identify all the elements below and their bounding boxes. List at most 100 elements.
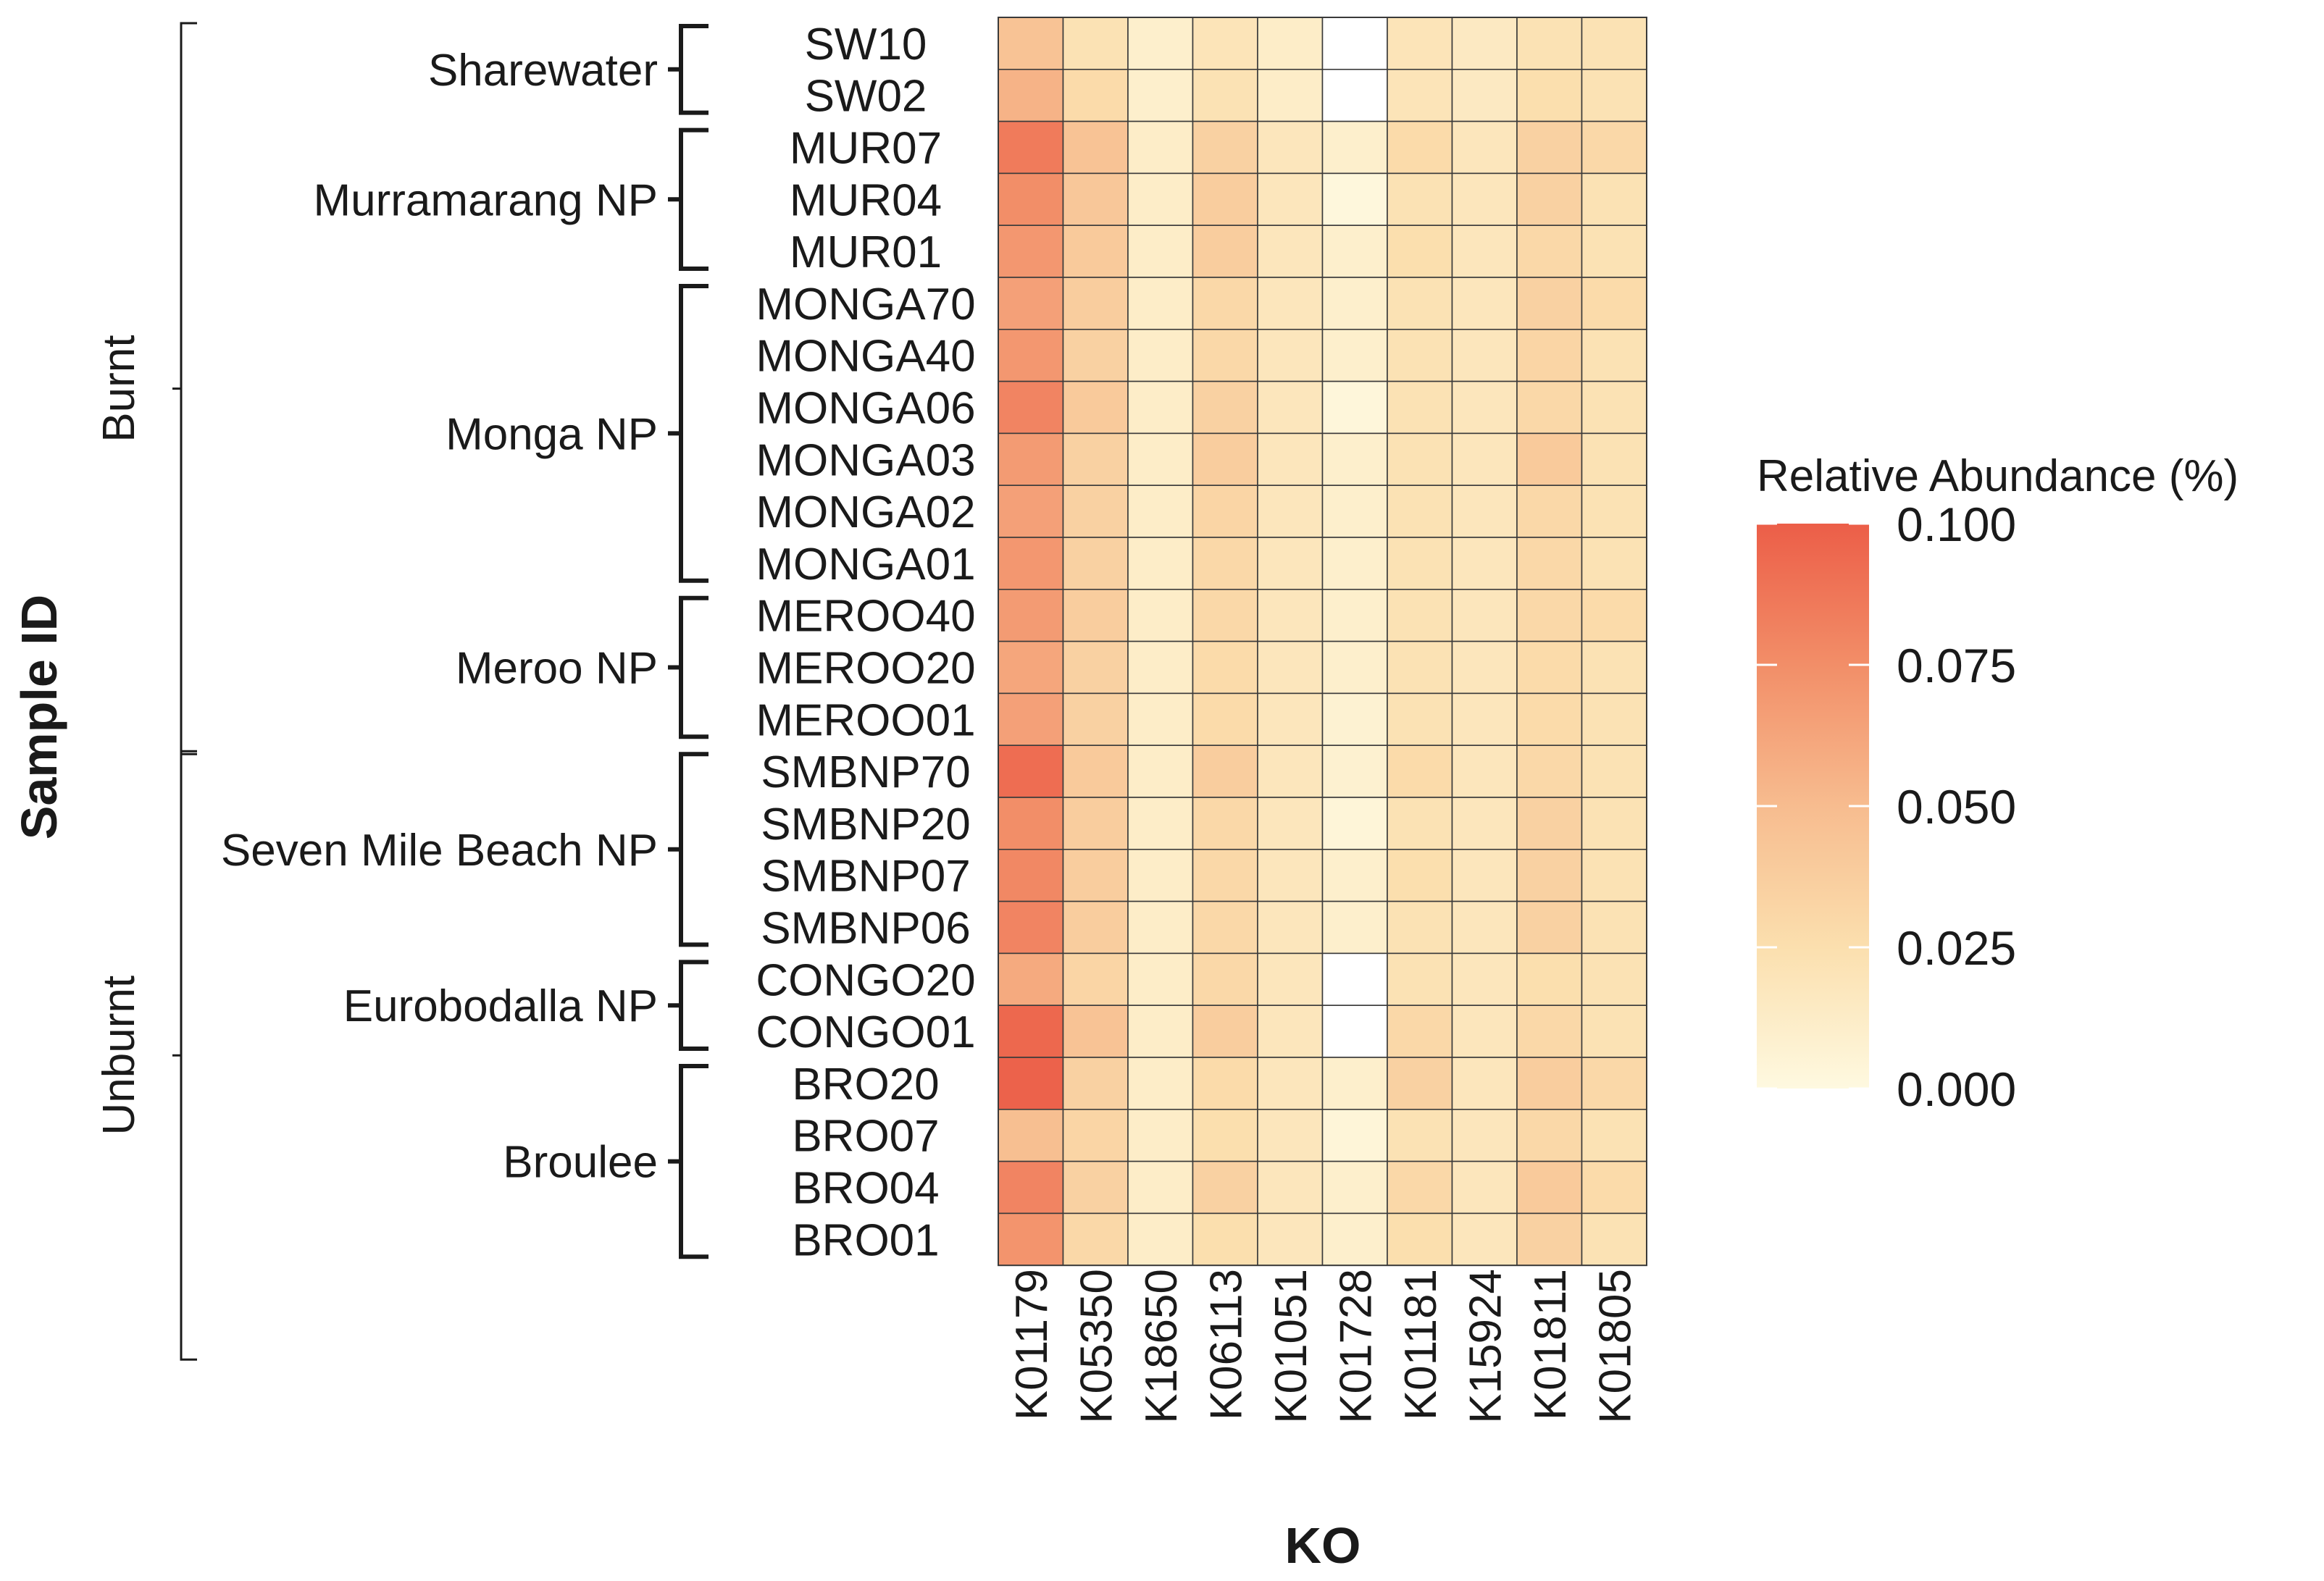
heatmap-cell — [1062, 225, 1129, 278]
heatmap-cell — [1192, 952, 1258, 1007]
heatmap-cell — [1062, 172, 1129, 226]
row-label: SMBNP70 — [761, 747, 970, 797]
heatmap-cell — [1387, 1057, 1453, 1110]
heatmap-cell — [1062, 328, 1129, 382]
row-label: SW10 — [805, 20, 927, 70]
heatmap-cell — [1192, 380, 1258, 435]
heatmap-cell — [1387, 277, 1453, 330]
heatmap-cell — [1321, 172, 1388, 226]
heatmap-cell — [1516, 380, 1583, 435]
heatmap-cell — [1451, 588, 1518, 642]
row-label: BRO07 — [792, 1112, 939, 1162]
heatmap-cell — [1257, 328, 1324, 382]
heatmap-cell — [1257, 1057, 1324, 1110]
heatmap-cell — [1192, 1109, 1258, 1162]
heatmap-cell — [1127, 1057, 1194, 1110]
heatmap-cell — [1581, 1160, 1647, 1215]
heatmap-cell — [1516, 69, 1583, 122]
heatmap-cell — [1516, 432, 1583, 487]
heatmap-cell — [1581, 797, 1647, 850]
heatmap-cell — [998, 952, 1064, 1007]
heatmap-cell — [1581, 588, 1647, 642]
heatmap-cell — [998, 900, 1064, 955]
legend-tick-label: 0.050 — [1897, 780, 2016, 834]
heatmap-cell — [1321, 745, 1388, 798]
heatmap-cell — [1387, 537, 1453, 590]
heatmap-cell — [1127, 380, 1194, 435]
heatmap-cell — [1581, 952, 1647, 1007]
heatmap-cell — [1451, 69, 1518, 122]
heatmap-cell — [1257, 432, 1324, 487]
heatmap-cell — [1257, 745, 1324, 798]
heatmap-cell — [1257, 225, 1324, 278]
heatmap-cell — [1451, 1160, 1518, 1215]
heatmap-cell — [998, 588, 1064, 642]
heatmap-cell — [1257, 1005, 1324, 1058]
column-label: K18650 — [1137, 1269, 1187, 1424]
heatmap-cell — [1127, 1160, 1194, 1215]
row-label: SW02 — [805, 72, 927, 122]
heatmap-cell — [1451, 328, 1518, 382]
heatmap-cell — [1581, 1057, 1647, 1110]
site-label: Meroo NP — [456, 644, 658, 694]
heatmap-cell — [1062, 797, 1129, 850]
heatmap-cell — [1581, 485, 1647, 538]
heatmap-cell — [1387, 380, 1453, 435]
heatmap-cell — [998, 1109, 1064, 1162]
heatmap-cell — [1387, 1212, 1453, 1267]
heatmap-cell — [1192, 1005, 1258, 1058]
heatmap-cell — [1451, 537, 1518, 590]
heatmap-cell — [1321, 797, 1388, 850]
heatmap-cell — [1192, 225, 1258, 278]
heatmap-cell — [1387, 745, 1453, 798]
site-bracket — [668, 284, 709, 583]
column-label: K01811 — [1526, 1269, 1576, 1420]
heatmap-cell — [1387, 17, 1453, 70]
column-label: K01051 — [1266, 1269, 1316, 1424]
heatmap-cell — [1321, 1109, 1388, 1162]
heatmap-cell — [1062, 1057, 1129, 1110]
row-label: MONGA70 — [756, 280, 975, 330]
heatmap-cell — [1451, 952, 1518, 1007]
heatmap-cell — [1127, 849, 1194, 902]
row-label: MONGA06 — [756, 384, 975, 434]
heatmap-cell — [1581, 1109, 1647, 1162]
heatmap-cell — [1581, 380, 1647, 435]
heatmap-cell — [1516, 120, 1583, 175]
heatmap-cell — [1321, 69, 1388, 122]
heatmap-cell — [1127, 1109, 1194, 1162]
column-label: K05350 — [1071, 1269, 1121, 1424]
site-label: Eurobodalla NP — [343, 981, 658, 1031]
heatmap-cell — [1451, 277, 1518, 330]
heatmap-cell — [998, 1160, 1064, 1215]
heatmap-cell — [1192, 1160, 1258, 1215]
heatmap-cell — [998, 17, 1064, 70]
heatmap-cell — [1321, 1212, 1388, 1267]
heatmap-cell — [1257, 588, 1324, 642]
site-bracket — [668, 24, 709, 115]
heatmap-cell — [1451, 692, 1518, 747]
column-label: K01805 — [1590, 1269, 1640, 1424]
heatmap-cell — [1516, 900, 1583, 955]
row-label: MEROO01 — [756, 695, 975, 745]
heatmap-cell — [1062, 69, 1129, 122]
heatmap-cell — [1387, 588, 1453, 642]
row-label: MONGA03 — [756, 435, 975, 485]
heatmap-cell — [1581, 120, 1647, 175]
heatmap-cell — [1257, 797, 1324, 850]
row-label: MUR07 — [790, 124, 942, 174]
heatmap-cell — [1387, 1005, 1453, 1058]
heatmap-cell — [1127, 277, 1194, 330]
column-label: K01179 — [1007, 1269, 1057, 1420]
site-bracket — [668, 960, 709, 1051]
heatmap-cell — [1192, 797, 1258, 850]
heatmap-cell — [1321, 692, 1388, 747]
row-label: BRO04 — [792, 1164, 939, 1214]
heatmap-cell — [998, 120, 1064, 175]
heatmap-cell — [1581, 900, 1647, 955]
heatmap-cell — [1127, 17, 1194, 70]
heatmap-cell — [1192, 900, 1258, 955]
column-label: K01181 — [1396, 1269, 1446, 1420]
row-label: MUR04 — [790, 175, 942, 225]
